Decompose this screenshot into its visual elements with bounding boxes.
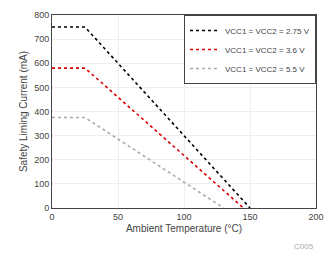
svg-text:100: 100 <box>34 179 49 189</box>
svg-text:300: 300 <box>34 131 49 141</box>
svg-text:400: 400 <box>34 107 49 117</box>
svg-text:150: 150 <box>242 212 257 222</box>
svg-text:Ambient Temperature (°C): Ambient Temperature (°C) <box>126 223 242 234</box>
svg-text:700: 700 <box>34 34 49 44</box>
svg-text:500: 500 <box>34 83 49 93</box>
svg-text:0: 0 <box>44 203 49 213</box>
svg-text:VCC1 = VCC2 = 3.6 V: VCC1 = VCC2 = 3.6 V <box>225 46 305 55</box>
svg-text:50: 50 <box>113 212 123 222</box>
svg-text:100: 100 <box>176 212 191 222</box>
svg-text:C005: C005 <box>294 242 314 251</box>
svg-text:VCC1 = VCC2 = 5.5 V: VCC1 = VCC2 = 5.5 V <box>225 65 305 74</box>
svg-text:600: 600 <box>34 58 49 68</box>
svg-text:200: 200 <box>308 212 323 222</box>
svg-text:800: 800 <box>34 10 49 20</box>
svg-text:200: 200 <box>34 155 49 165</box>
svg-text:Safety Liming Current (mA): Safety Liming Current (mA) <box>18 51 29 172</box>
svg-text:VCC1 = VCC2 = 2.75 V: VCC1 = VCC2 = 2.75 V <box>225 27 310 36</box>
svg-text:0: 0 <box>49 212 54 222</box>
